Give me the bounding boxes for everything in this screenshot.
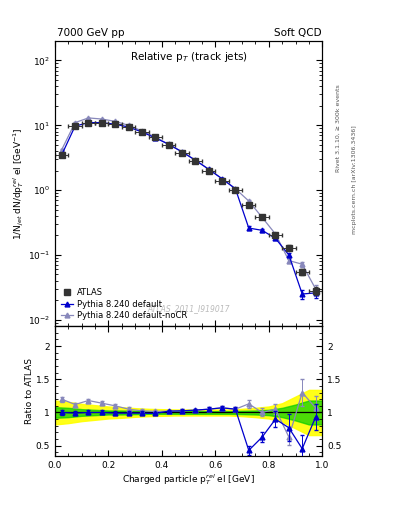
Text: Rivet 3.1.10, ≥ 300k events: Rivet 3.1.10, ≥ 300k events <box>336 84 341 172</box>
Text: Relative p$_{T}$ (track jets): Relative p$_{T}$ (track jets) <box>130 50 248 63</box>
Text: Soft QCD: Soft QCD <box>274 28 321 38</box>
Text: mcplots.cern.ch [arXiv:1306.3436]: mcplots.cern.ch [arXiv:1306.3436] <box>352 125 357 233</box>
Text: ATLAS_2011_I919017: ATLAS_2011_I919017 <box>147 305 230 313</box>
X-axis label: Charged particle p$_{T}^{rel}$ el [GeV]: Charged particle p$_{T}^{rel}$ el [GeV] <box>122 472 255 487</box>
Y-axis label: Ratio to ATLAS: Ratio to ATLAS <box>26 358 35 424</box>
Y-axis label: 1/N$_{jet}$ dN/dp$_{T}^{rel}$ el [GeV$^{-1}$]: 1/N$_{jet}$ dN/dp$_{T}^{rel}$ el [GeV$^{… <box>12 127 26 240</box>
Legend: ATLAS, Pythia 8.240 default, Pythia 8.240 default-noCR: ATLAS, Pythia 8.240 default, Pythia 8.24… <box>59 287 189 322</box>
Text: 7000 GeV pp: 7000 GeV pp <box>57 28 125 38</box>
